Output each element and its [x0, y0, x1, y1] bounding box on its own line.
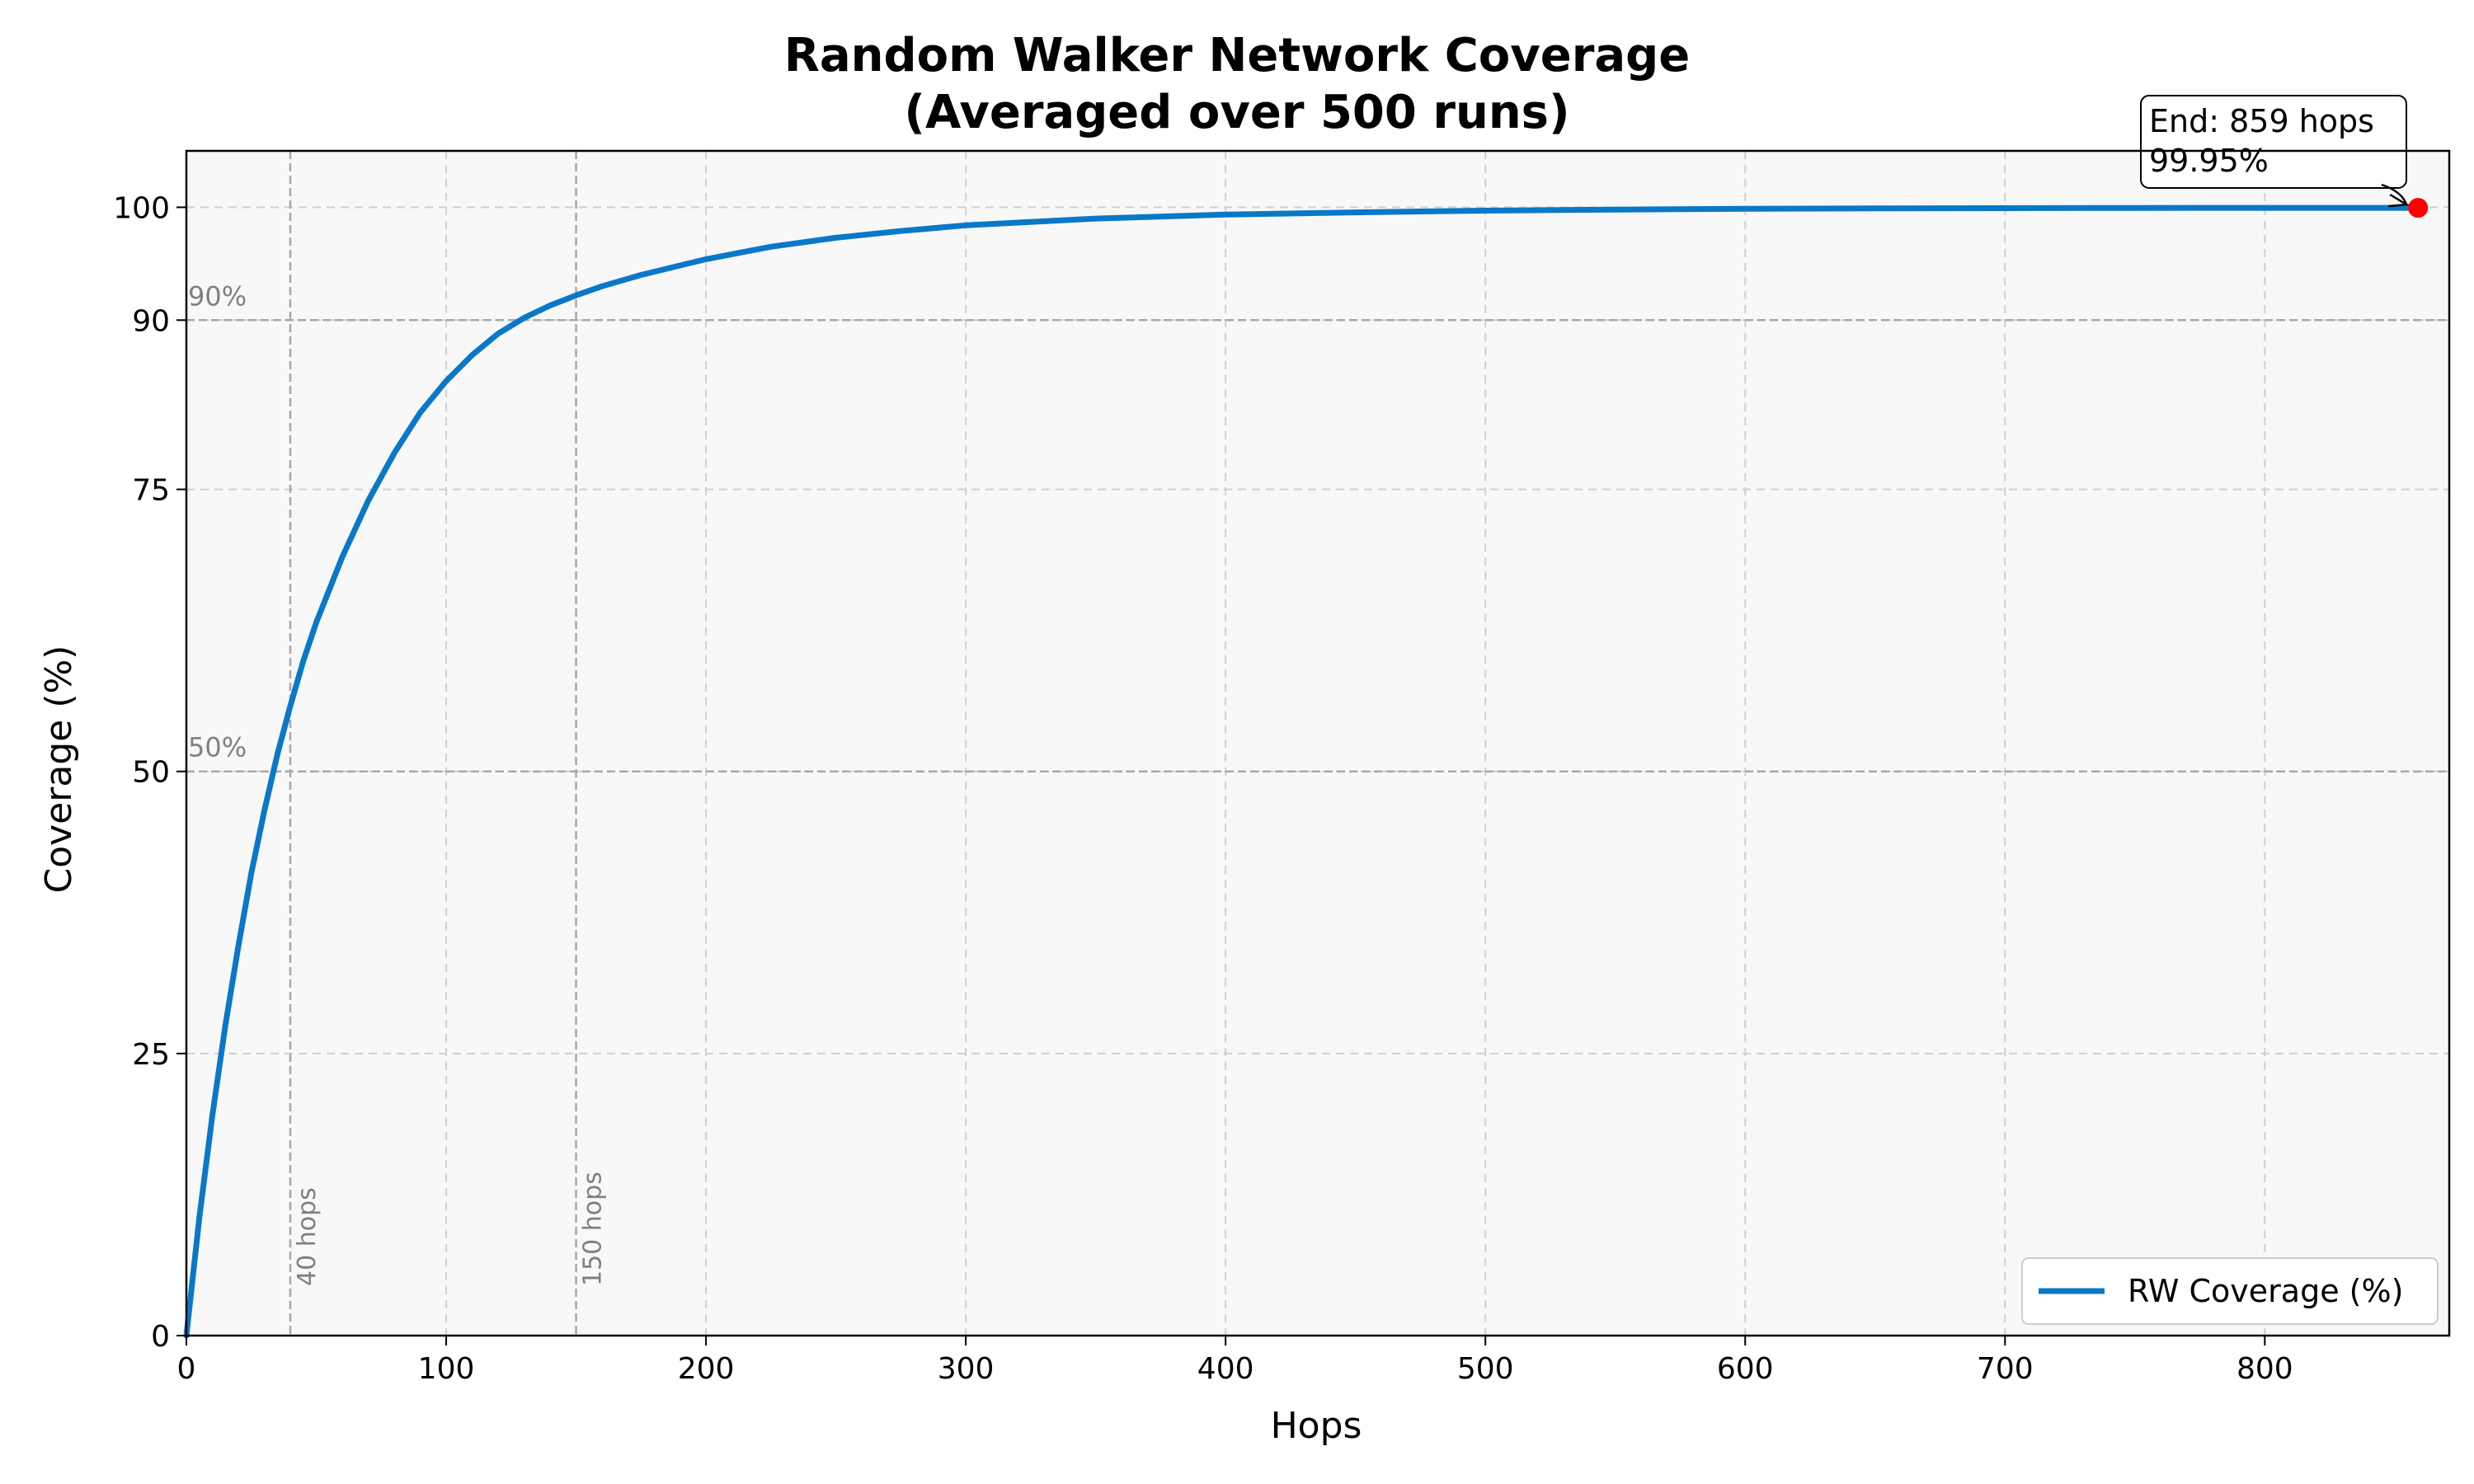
end-annotation-arrow — [2381, 183, 2408, 205]
reference-label-90: 90% — [188, 280, 247, 312]
end-annotation-arrowhead — [2388, 194, 2411, 208]
y-tick-label-50: 50 — [132, 756, 170, 790]
y-tick-label-75: 75 — [132, 474, 170, 508]
y-tick-label-0: 0 — [151, 1320, 170, 1354]
y-tick-label-90: 90 — [132, 304, 170, 338]
x-tick-label-300: 300 — [938, 1352, 995, 1386]
end-point-marker — [2408, 198, 2429, 218]
y-tick-label-25: 25 — [132, 1038, 170, 1072]
x-tick-label-600: 600 — [1717, 1352, 1774, 1386]
x-tick-label-800: 800 — [2236, 1352, 2293, 1386]
series-line-0 — [183, 204, 2421, 1339]
legend-box — [2021, 1257, 2439, 1325]
vertical-reference-label-40: 40 hops — [293, 1187, 322, 1286]
plot-area-background — [186, 151, 2449, 1336]
reference-label-50: 50% — [188, 732, 247, 763]
x-tick-label-400: 400 — [1197, 1352, 1254, 1386]
plot-frame — [185, 149, 2451, 1337]
x-tick-label-500: 500 — [1457, 1352, 1514, 1386]
x-tick-label-200: 200 — [678, 1352, 735, 1386]
x-axis-label: Hops — [1271, 1405, 1362, 1447]
legend-label-0: RW Coverage (%) — [2128, 1273, 2403, 1309]
x-tick-label-0: 0 — [177, 1352, 196, 1386]
vertical-reference-label-150: 150 hops — [579, 1172, 608, 1286]
x-tick-label-100: 100 — [418, 1352, 475, 1386]
y-axis-label: Coverage (%) — [38, 646, 80, 894]
end-annotation-line1: End: 859 hops — [2149, 103, 2374, 139]
y-tick-label-100: 100 — [113, 191, 170, 225]
x-tick-label-700: 700 — [1977, 1352, 2034, 1386]
end-annotation-line2: 99.95% — [2149, 143, 2269, 179]
chart-title-line1: Random Walker Network Coverage — [784, 29, 1690, 82]
chart-title-line2: (Averaged over 500 runs) — [904, 86, 1569, 139]
end-annotation-box — [2140, 95, 2407, 189]
